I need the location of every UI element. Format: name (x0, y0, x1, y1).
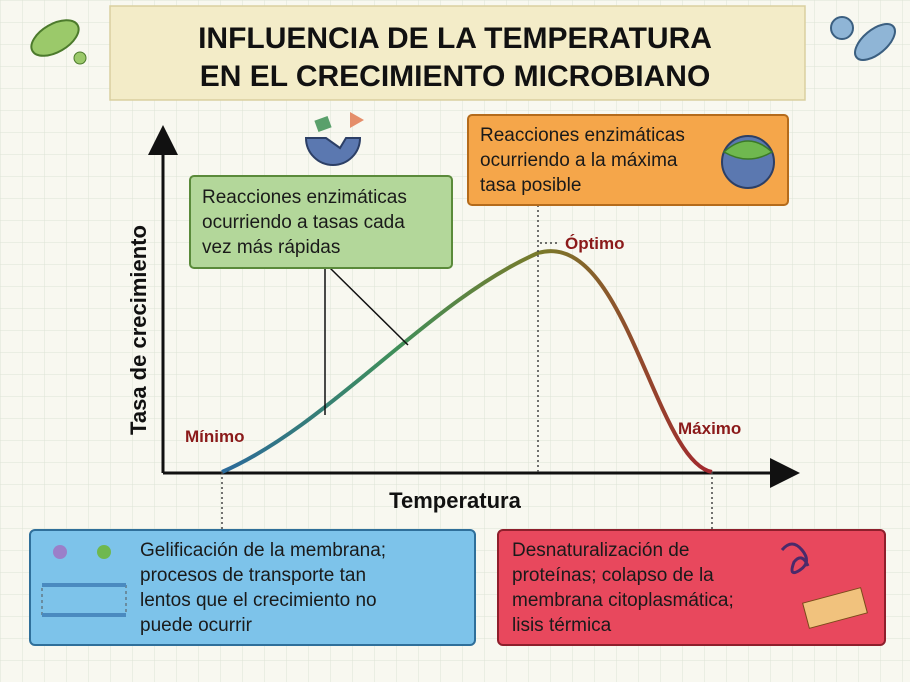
title-line: INFLUENCIA DE LA TEMPERATURA (198, 22, 712, 55)
title-line: EN EL CRECIMIENTO MICROBIANO (200, 60, 711, 93)
box-line: proteínas; colapso de la (512, 565, 714, 586)
box-line: tasa posible (480, 175, 581, 196)
box-line: lentos que el crecimiento no (140, 590, 377, 611)
callout-box (467, 114, 789, 206)
microbe-decoration (30, 16, 896, 65)
point-label: Mínimo (185, 427, 245, 446)
membrane-icon (41, 545, 127, 617)
box-line: ocurriendo a tasas cada (202, 212, 405, 233)
title-banner (109, 5, 806, 101)
enzyme-icon (721, 135, 775, 189)
callout-box (497, 529, 886, 646)
point-label: Óptimo (565, 234, 625, 253)
box-line: lisis térmica (512, 615, 612, 636)
box-line: ocurriendo a la máxima (480, 150, 678, 171)
callout-box (29, 529, 476, 646)
enzyme-icon (304, 112, 364, 166)
callout-box (189, 175, 453, 269)
box-line: procesos de transporte tan (140, 565, 366, 586)
box-line: puede ocurrir (140, 615, 253, 636)
box-line: Reacciones enzimáticas (480, 125, 685, 146)
box-line: Reacciones enzimáticas (202, 187, 407, 208)
box-line: vez más rápidas (202, 237, 340, 258)
box-line: membrana citoplasmática; (512, 590, 734, 611)
denatured-icon (780, 542, 868, 629)
box-line: Desnaturalización de (512, 540, 689, 561)
guide-lines (221, 205, 713, 530)
growth-curve (221, 249, 713, 474)
connector (329, 267, 409, 346)
x-axis-label: Temperatura (389, 488, 521, 513)
y-axis-label: Tasa de crecimiento (126, 225, 151, 435)
point-label: Máximo (678, 419, 741, 438)
box-line: Gelificación de la membrana; (140, 540, 386, 561)
